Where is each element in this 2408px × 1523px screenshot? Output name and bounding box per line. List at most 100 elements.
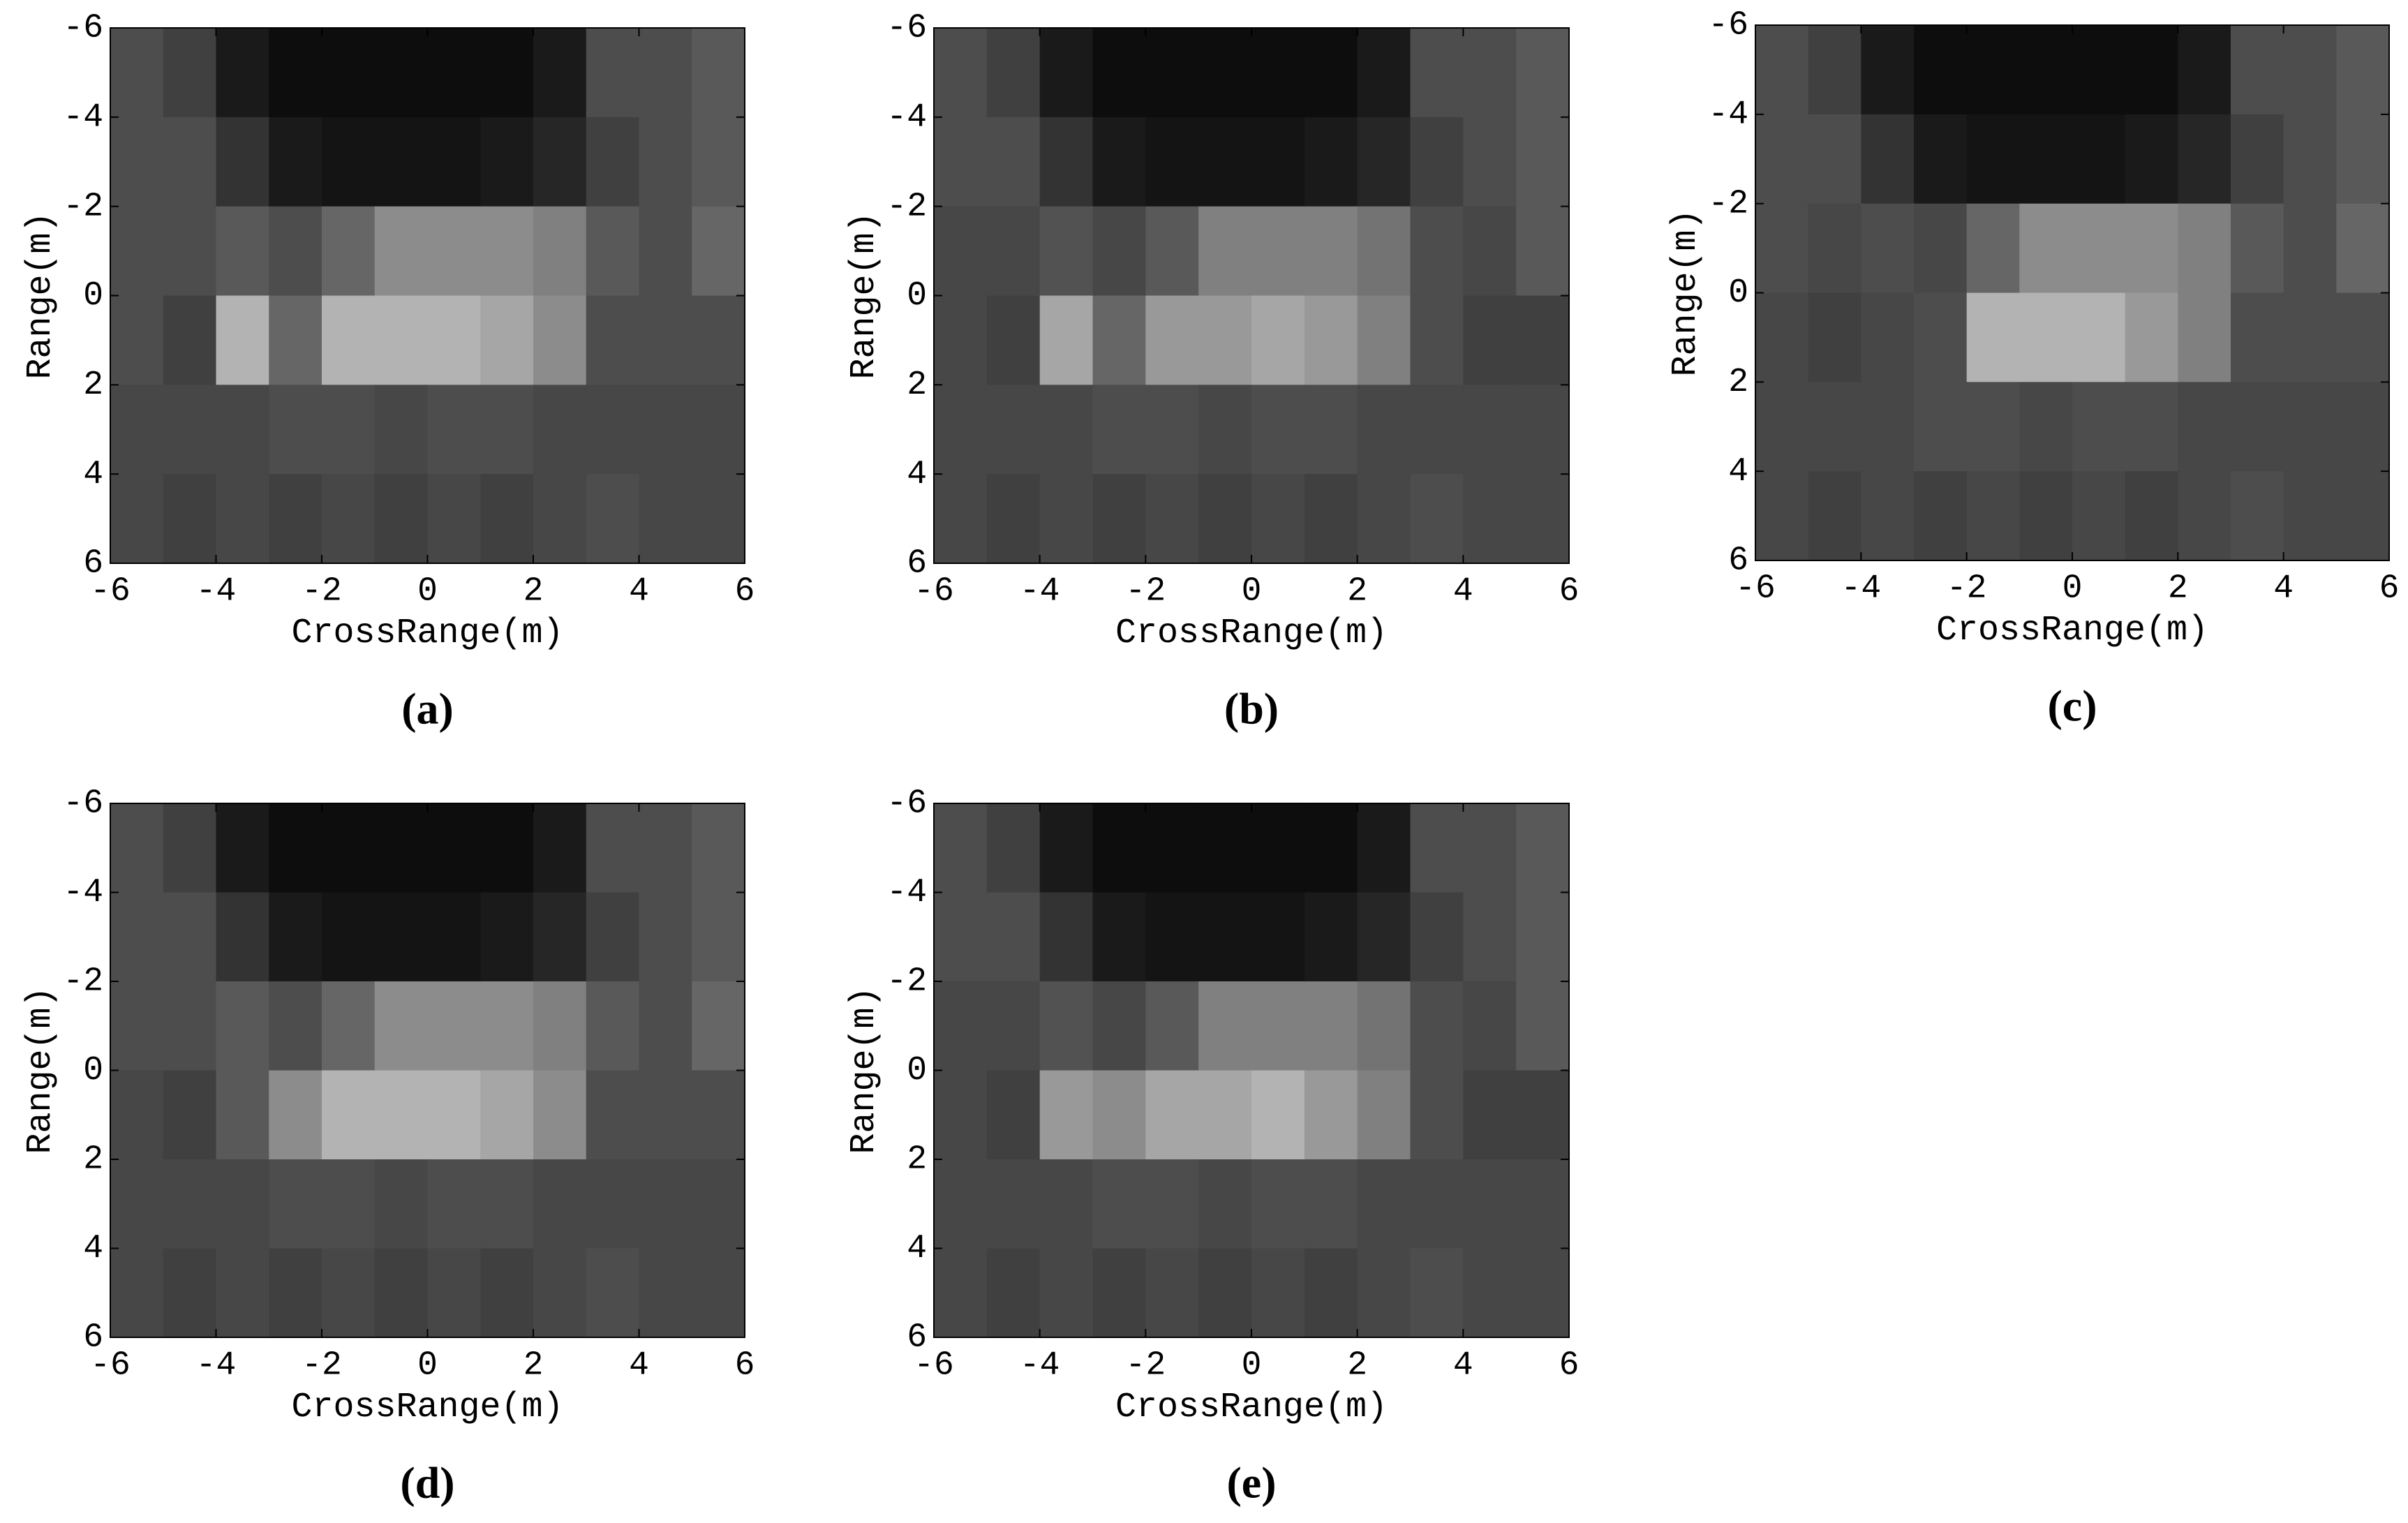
heatmap-cell xyxy=(692,803,745,893)
y-tick-label: -2 xyxy=(886,963,927,1001)
heatmap-cell xyxy=(2178,203,2231,293)
heatmap-cell xyxy=(1198,1070,1252,1160)
y-tick-label: -6 xyxy=(886,785,927,823)
heatmap-cell xyxy=(374,1159,428,1249)
heatmap-cell xyxy=(533,892,587,982)
x-axis-label: CrossRange(m) xyxy=(291,614,563,653)
heatmap-cell xyxy=(1357,1248,1411,1338)
heatmap-cell xyxy=(110,1070,164,1160)
heatmap-cell xyxy=(427,385,481,475)
heatmap-cell xyxy=(1410,295,1464,385)
panel: -6 -4 -2 0 2 4 6-6-4-20246CrossRange(m)Range(m… xyxy=(1666,7,2399,731)
heatmap-cell xyxy=(2336,471,2390,561)
heatmap-cell xyxy=(427,981,481,1071)
y-tick-label: -6 xyxy=(63,10,103,47)
x-tick-label: 0 xyxy=(417,573,438,611)
heatmap-cell xyxy=(1198,1159,1252,1249)
y-tick-label: 6 xyxy=(1728,542,1748,580)
heatmap-cell xyxy=(2072,471,2126,561)
heatmap-cell xyxy=(2336,382,2390,472)
heatmap-cell xyxy=(2019,292,2073,382)
heatmap-cell xyxy=(216,385,269,475)
heatmap-cell xyxy=(163,295,216,385)
y-tick-label: 4 xyxy=(83,1230,103,1268)
heatmap-cell xyxy=(427,1070,481,1160)
heatmap-cell xyxy=(1304,1159,1358,1249)
heatmap-cell xyxy=(216,1159,269,1249)
y-tick-label: 2 xyxy=(83,366,103,404)
x-tick-label: -6 xyxy=(1735,570,1776,608)
heatmap-cell xyxy=(586,1248,639,1338)
x-axis-label: CrossRange(m) xyxy=(1936,611,2208,651)
heatmap-cell xyxy=(269,1159,322,1249)
heatmap-cell xyxy=(1198,474,1252,564)
heatmap-cell xyxy=(1145,803,1199,893)
heatmap-cell xyxy=(163,803,216,893)
heatmap-cell xyxy=(934,1070,988,1160)
heatmap-cell xyxy=(1039,295,1093,385)
heatmap-cell xyxy=(163,892,216,982)
heatmap-cell xyxy=(986,117,1041,207)
heatmap-cell xyxy=(2125,114,2178,205)
heatmap-cell xyxy=(1251,206,1305,296)
heatmap-cell xyxy=(1966,114,2020,205)
panel-label: (a) xyxy=(401,684,454,734)
heatmap-cell xyxy=(1410,385,1464,475)
heatmap-cell xyxy=(1145,892,1199,982)
heatmap-cell xyxy=(1145,385,1199,475)
heatmap-cell xyxy=(2178,382,2231,472)
heatmap-cell xyxy=(1357,803,1411,893)
heatmap-cell xyxy=(586,28,639,118)
heatmap-cell xyxy=(1145,206,1199,296)
heatmap-cell xyxy=(1251,385,1305,475)
heatmap-cell xyxy=(1145,117,1199,207)
heatmap-cell xyxy=(1092,385,1146,475)
x-tick-label: -2 xyxy=(1126,573,1166,611)
heatmap-cell xyxy=(1251,803,1305,893)
y-tick-label: -4 xyxy=(886,874,927,912)
heatmap-cell xyxy=(216,1070,269,1160)
y-tick-label: 4 xyxy=(907,1230,927,1268)
heatmap-cell xyxy=(480,1248,534,1338)
heatmap-cell xyxy=(1251,981,1305,1071)
heatmap-cell xyxy=(163,1159,216,1249)
heatmap-cell xyxy=(586,803,639,893)
heatmap-cell xyxy=(986,1159,1041,1249)
heatmap-cell xyxy=(269,981,322,1071)
heatmap-cell xyxy=(639,803,692,893)
heatmap-cell xyxy=(1251,892,1305,982)
x-tick-label: 2 xyxy=(523,1347,544,1385)
heatmap-cell xyxy=(533,1159,587,1249)
heatmap-cell xyxy=(1251,1159,1305,1249)
heatmap-cell xyxy=(163,981,216,1071)
heatmap-cell xyxy=(934,474,988,564)
heatmap-cell xyxy=(163,1248,216,1338)
heatmap-cell xyxy=(1092,1159,1146,1249)
heatmap-cell xyxy=(374,385,428,475)
heatmap-cell xyxy=(1039,206,1093,296)
heatmap-cell xyxy=(110,1248,164,1338)
heatmap-cell xyxy=(1516,1248,1570,1338)
heatmap-cell xyxy=(1516,206,1570,296)
heatmap-cell xyxy=(934,206,988,296)
heatmap-cell xyxy=(934,803,988,893)
heatmap-cell xyxy=(533,1248,587,1338)
y-tick-label: -6 xyxy=(1708,7,1748,45)
y-tick-label: 2 xyxy=(83,1141,103,1179)
y-axis-label: Range(m) xyxy=(21,211,61,379)
heatmap-cell xyxy=(1410,803,1464,893)
heatmap-cell xyxy=(1410,981,1464,1071)
heatmap-cell xyxy=(374,1070,428,1160)
heatmap-cell xyxy=(1914,114,1968,205)
heatmap-cell xyxy=(1966,25,2020,115)
heatmap-cell xyxy=(986,803,1041,893)
heatmap-cell xyxy=(1808,114,1861,205)
panel: -6 -4 -2 0 2 4 6-6-4-20246CrossRange(m)Range(m… xyxy=(845,785,1579,1508)
heatmap-cell xyxy=(1463,206,1517,296)
heatmap-cell xyxy=(692,1070,745,1160)
heatmap-cell xyxy=(533,295,587,385)
x-tick-label: 6 xyxy=(735,573,755,611)
heatmap-cell xyxy=(374,295,428,385)
heatmap-cell xyxy=(1808,203,1861,293)
heatmap-cell xyxy=(533,803,587,893)
